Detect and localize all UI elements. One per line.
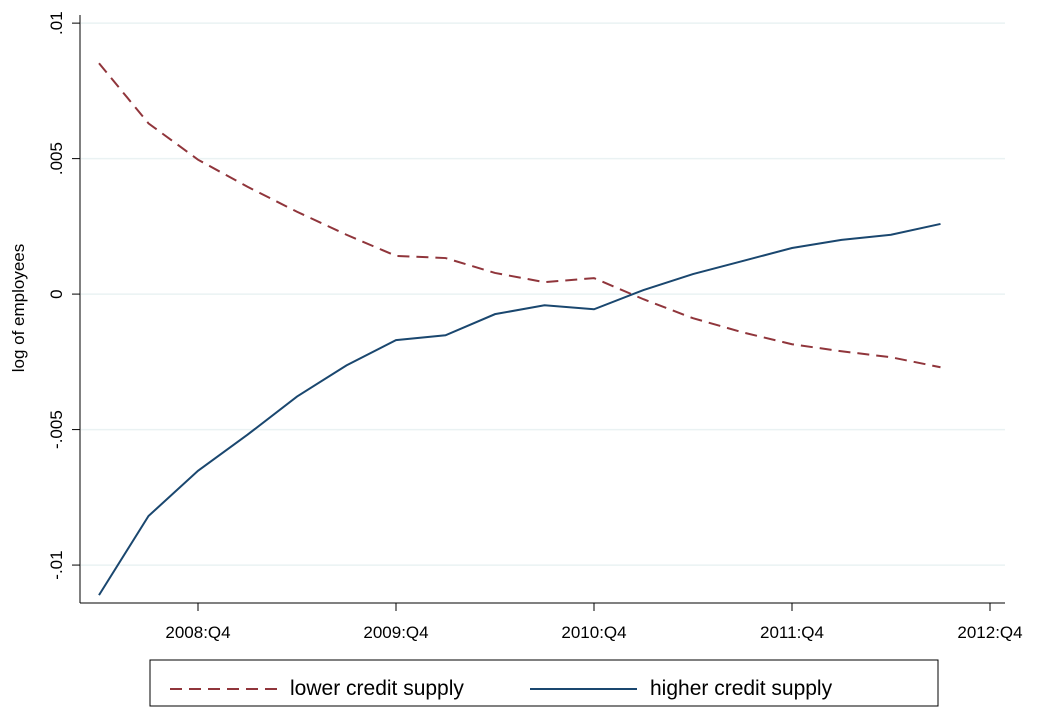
- y-tick-label: .01: [47, 11, 66, 35]
- x-tick-label: 2009:Q4: [363, 623, 428, 642]
- y-tick-label: -.005: [47, 410, 66, 449]
- y-axis-label: log of employees: [9, 244, 28, 373]
- x-tick-label: 2008:Q4: [165, 623, 230, 642]
- y-tick-label: 0: [47, 289, 66, 298]
- legend-label: lower credit supply: [290, 677, 464, 700]
- legend-box: [149, 659, 939, 707]
- x-tick-label: 2012:Q4: [957, 623, 1022, 642]
- y-tick-label: -.01: [47, 550, 66, 579]
- x-tick-label: 2011:Q4: [760, 623, 824, 642]
- series-line: [98, 222, 941, 596]
- legend-label: higher credit supply: [650, 677, 833, 700]
- y-tick-label: .005: [47, 142, 66, 175]
- series-line: [98, 62, 941, 369]
- x-tick-label: 2010:Q4: [561, 623, 626, 642]
